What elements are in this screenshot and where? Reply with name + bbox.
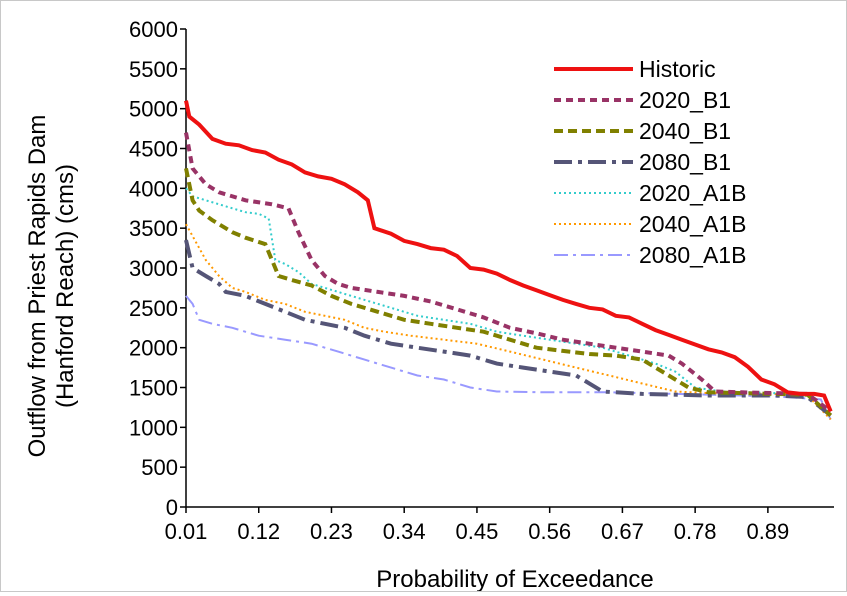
y-tick-label: 3500	[129, 216, 178, 241]
y-axis-title-line-2: (Hanford Reach) (cms)	[52, 164, 79, 408]
legend-label-2040-a1b: 2040_A1B	[639, 211, 746, 237]
y-axis-title-line-1: Outflow from Priest Rapids Dam	[24, 115, 51, 458]
legend: Historic 2020_B1 2040_B1 2080_B1 2020_A1B 204…	[554, 56, 746, 268]
plot-area: 0 500 1000 1500 2000 2500 3000 3500 4000 4500 5000…	[129, 17, 834, 544]
x-tick-label: 0.23	[310, 519, 353, 544]
x-axis-title: Probability of Exceedance	[376, 566, 654, 591]
y-tick-label: 1500	[129, 376, 178, 401]
x-tick-label: 0.45	[456, 519, 499, 544]
y-tick-label: 3000	[129, 256, 178, 281]
series-line-2040-a1b	[185, 223, 832, 421]
legend-label-2020-b1: 2020_B1	[639, 87, 731, 113]
legend-label-2080-a1b: 2080_A1B	[639, 242, 746, 268]
x-tick-label: 0.34	[383, 519, 426, 544]
legend-label-2040-b1: 2040_B1	[639, 118, 731, 144]
series-line-2080-b1	[184, 239, 832, 417]
series-line-historic	[184, 100, 833, 413]
y-axis-title: Outflow from Priest Rapids Dam (Hanford …	[24, 115, 79, 458]
y-tick-label: 0	[166, 495, 178, 520]
x-tick-label: 0.67	[601, 519, 644, 544]
y-tick-label: 500	[141, 455, 178, 480]
legend-label-2020-a1b: 2020_A1B	[639, 180, 746, 206]
y-tick-label: 5500	[129, 57, 178, 82]
y-tick-label: 5000	[129, 97, 178, 122]
y-tick-label: 4000	[129, 176, 178, 201]
y-tick-label: 6000	[129, 17, 178, 42]
series-line-2040-b1	[184, 167, 833, 417]
y-tick-label: 4500	[129, 137, 178, 162]
legend-label-historic: Historic	[639, 56, 716, 82]
x-tick-label: 0.89	[746, 519, 789, 544]
series-line-2020-b1	[184, 132, 832, 413]
series-line-2020-a1b	[185, 187, 832, 417]
y-tick-label: 2500	[129, 296, 178, 321]
x-tick-label: 0.78	[674, 519, 717, 544]
x-tick-label: 0.56	[528, 519, 571, 544]
x-tick-label: 0.12	[237, 519, 280, 544]
x-tick-label: 0.01	[165, 519, 208, 544]
legend-label-2080-b1: 2080_B1	[639, 149, 731, 175]
y-tick-label: 2000	[129, 336, 178, 361]
y-tick-label: 1000	[129, 415, 178, 440]
